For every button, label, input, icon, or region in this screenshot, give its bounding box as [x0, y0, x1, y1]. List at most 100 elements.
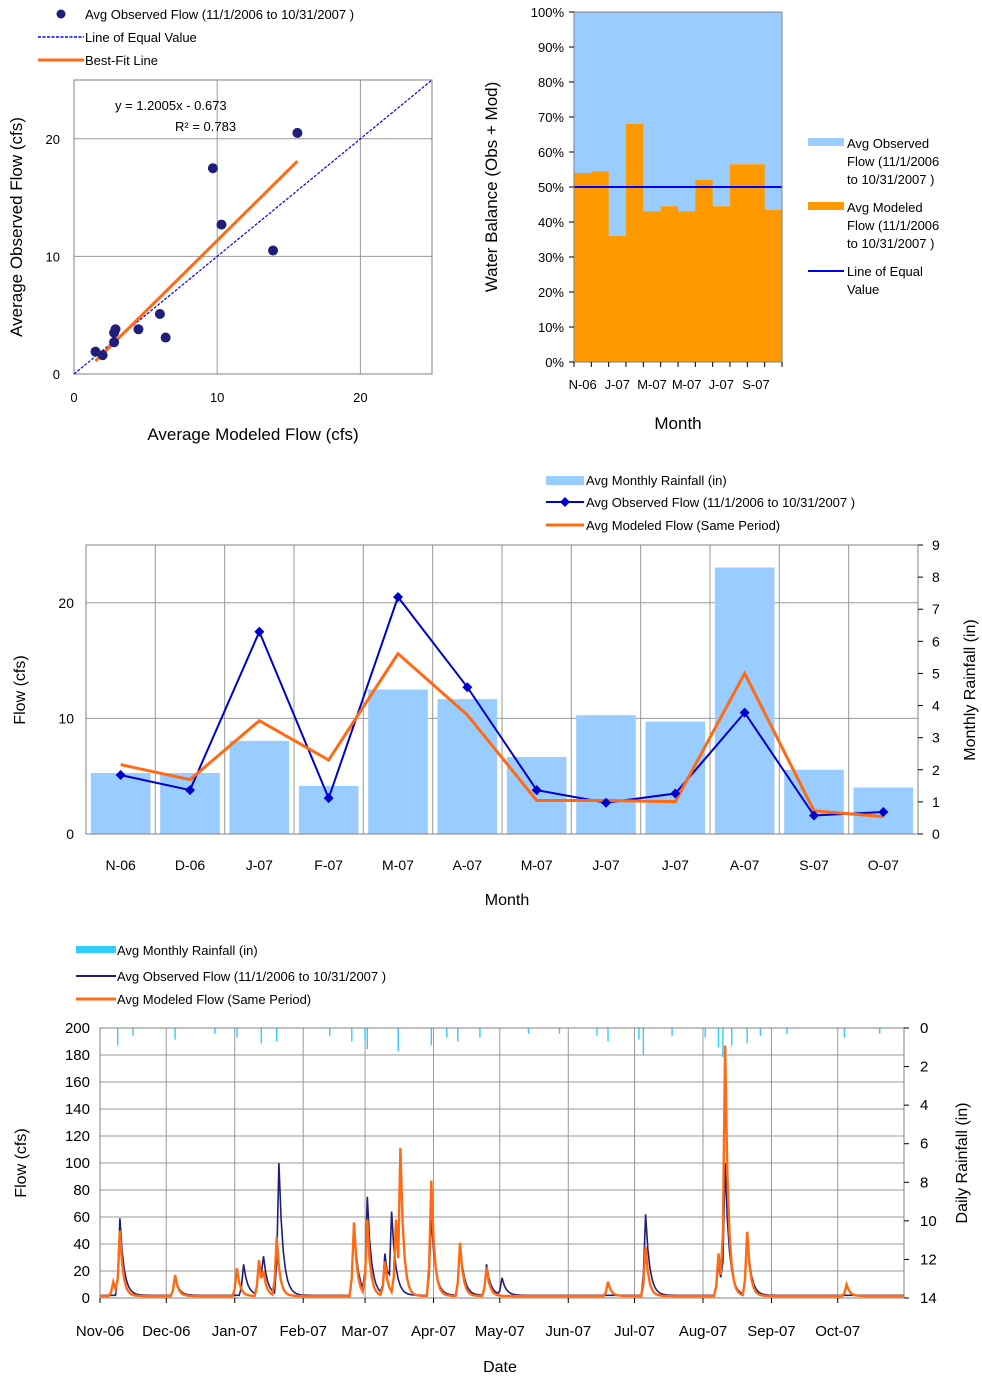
monthly-x-tick-label: N-06	[105, 857, 136, 873]
monthly-y2-tick-label: 5	[932, 665, 940, 681]
water-balance-x-tick-label: J-07	[605, 377, 630, 392]
legend-rainfall-swatch	[76, 946, 116, 953]
daily-rainfall-bar	[366, 1028, 368, 1050]
monthly-rainfall-bar	[298, 785, 359, 834]
scatter-best-fit-line	[94, 160, 299, 363]
daily-y2-tick-label: 2	[920, 1059, 928, 1076]
daily-flow-lines	[100, 1045, 904, 1298]
daily-x-tick-label: Dec-06	[142, 1323, 190, 1340]
daily-x-tick-label: Aug-07	[679, 1323, 727, 1340]
daily-rainfall-bar	[638, 1028, 640, 1040]
monthly-x-tick-label: F-07	[314, 857, 343, 873]
water-balance-modeled-segment	[747, 164, 766, 362]
daily-rainfall-bar	[446, 1028, 448, 1038]
daily-y-tick-label: 40	[73, 1236, 90, 1253]
water-balance-modeled-segment	[764, 209, 783, 362]
monthly-x-tick-label: A-07	[730, 857, 760, 873]
daily-y2-tick-label: 6	[920, 1136, 928, 1153]
monthly-y-axis-title: Flow (cfs)	[12, 655, 29, 724]
monthly-y2-tick-label: 6	[932, 633, 940, 649]
water-balance-observed-segment	[712, 12, 731, 207]
scatter-x-axis-title: Average Modeled Flow (cfs)	[147, 425, 358, 444]
monthly-y2-tick-label: 9	[932, 537, 940, 553]
daily-rainfall-bar	[236, 1028, 238, 1038]
daily-x-tick-label: Apr-07	[411, 1323, 456, 1340]
daily-rainfall-bar	[746, 1028, 748, 1044]
scatter-point	[154, 309, 165, 320]
monthly-legend: Avg Monthly Rainfall (in) Avg Observed F…	[546, 473, 855, 533]
monthly-y-tick-label: 0	[66, 826, 74, 842]
daily-tick-labels: Nov-06 Dec-06 Jan-07 Feb-07 Mar-07 Apr-07 May-…	[65, 1020, 937, 1340]
water-balance-observed-segment	[608, 12, 627, 236]
water-balance-modeled-segment	[591, 171, 610, 362]
monthly-flow-lines	[115, 592, 889, 821]
daily-x-tick-label: Oct-07	[815, 1323, 860, 1340]
water-balance-y-tick-label: 30%	[538, 250, 564, 265]
monthly-y2-tick-label: 3	[932, 730, 940, 746]
legend-rainfall-swatch	[546, 476, 584, 485]
daily-rainfall-bar	[174, 1028, 176, 1040]
daily-rainfall-bar	[132, 1028, 134, 1036]
monthly-y2-tick-label: 2	[932, 762, 940, 778]
legend-modeled-label: Avg Modeled Flow (11/1/2006 to 10/31/200…	[847, 200, 943, 251]
legend-observed-marker	[560, 497, 570, 507]
water-balance-observed-segment	[643, 12, 662, 212]
scatter-point	[110, 324, 121, 335]
daily-rainfall-bar	[397, 1028, 399, 1052]
water-balance-y-tick-label: 90%	[538, 40, 564, 55]
daily-rainfall-bar	[671, 1028, 673, 1036]
monthly-observed-flow-line	[120, 594, 884, 817]
daily-y-tick-label: 20	[73, 1263, 90, 1280]
water-balance-chart: 0% 10% 20% 30% 40% 50% 60% 70% 80% 90% 100% N-06 J-0…	[482, 5, 943, 433]
water-balance-y-axis-title: Water Balance (Obs + Mod)	[482, 82, 501, 293]
water-balance-x-tick-label: J-07	[709, 377, 734, 392]
legend-modeled-label: Avg Modeled Flow (Same Period)	[586, 518, 780, 533]
scatter-r-squared: R² = 0.783	[175, 119, 236, 134]
daily-y2-tick-label: 14	[920, 1290, 937, 1307]
monthly-x-tick-label: A-07	[453, 857, 483, 873]
legend-observed-swatch	[808, 138, 844, 146]
monthly-x-tick-label: J-07	[662, 857, 689, 873]
daily-y-axis-title: Flow (cfs)	[13, 1128, 30, 1197]
scatter-tick-labels: 0 10 20 0 10 20	[46, 132, 368, 405]
water-balance-y-tick-label: 40%	[538, 215, 564, 230]
water-balance-y-tick-label: 10%	[538, 320, 564, 335]
monthly-x-tick-label: M-07	[521, 857, 553, 873]
scatter-legend: Avg Observed Flow (11/1/2006 to 10/31/20…	[38, 7, 354, 68]
daily-y-tick-label: 100	[65, 1155, 90, 1172]
daily-rainfall-bar	[717, 1028, 720, 1048]
daily-x-tick-label: Mar-07	[341, 1323, 389, 1340]
monthly-x-axis-title: Month	[485, 892, 529, 909]
legend-equal-label: Line of Equal Value	[85, 30, 197, 45]
daily-rainfall-bars	[116, 1028, 881, 1057]
monthly-y2-tick-label: 7	[932, 601, 940, 617]
daily-y2-tick-label: 12	[920, 1251, 937, 1268]
monthly-flow-rainfall-chart: 0 10 20 0 1 2 3 4 5 6 7 8 9 N-06 D-06 J-07 F-07 M-07 A-07 M…	[12, 473, 979, 909]
water-balance-observed-segment	[764, 12, 783, 210]
scatter-y-tick-label: 20	[46, 132, 60, 147]
legend-observed-label: Avg Observed Flow (11/1/2006 to 10/31/20…	[85, 7, 354, 22]
monthly-observed-marker	[185, 785, 195, 796]
legend-observed-label: Avg Observed Flow (11/1/2006 to 10/31/20…	[586, 495, 855, 510]
monthly-observed-marker	[809, 810, 819, 821]
monthly-x-tick-label: O-07	[868, 857, 899, 873]
daily-rainfall-bar	[843, 1028, 846, 1038]
monthly-y-tick-label: 20	[58, 595, 74, 611]
daily-observed-flow-line	[100, 1162, 904, 1297]
legend-observed-label: Avg Observed Flow (11/1/2006 to 10/31/20…	[117, 969, 386, 984]
scatter-point	[268, 245, 279, 256]
monthly-rainfall-bar	[714, 567, 775, 834]
daily-y2-tick-label: 8	[920, 1174, 928, 1191]
scatter-point	[160, 332, 171, 343]
water-balance-modeled-segment	[626, 124, 644, 362]
daily-rainfall-bar	[596, 1028, 598, 1036]
monthly-tick-labels: 0 10 20 0 1 2 3 4 5 6 7 8 9 N-06 D-06 J-07 F-07 M-07 A-07 M…	[58, 537, 940, 873]
scatter-point	[216, 219, 227, 230]
water-balance-marks	[574, 12, 783, 362]
water-balance-observed-segment	[591, 12, 610, 172]
monthly-observed-marker	[531, 785, 542, 796]
daily-rainfall-bar	[351, 1028, 353, 1042]
daily-y2-tick-label: 0	[920, 1020, 928, 1037]
water-balance-legend: Avg Observed Flow (11/1/2006 to 10/31/20…	[808, 136, 943, 297]
monthly-y2-tick-label: 4	[932, 698, 940, 714]
